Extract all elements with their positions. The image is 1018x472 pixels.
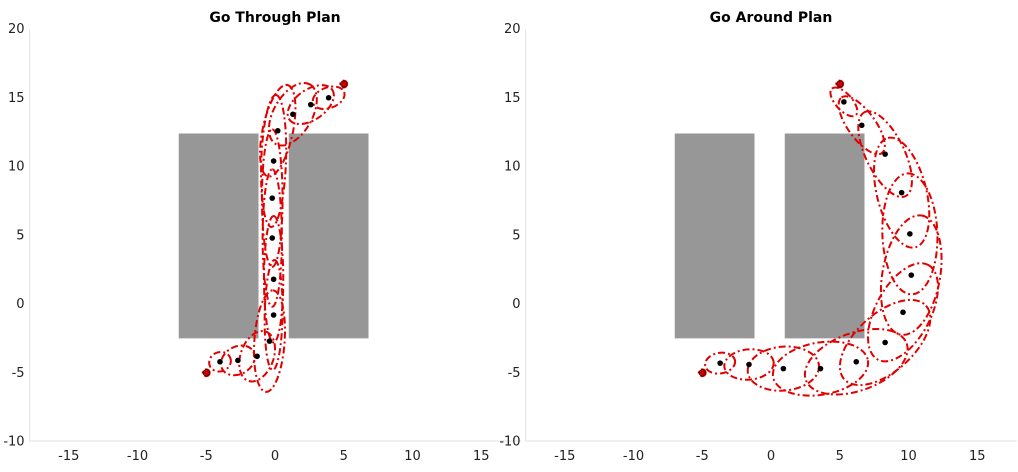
waypoint <box>908 272 915 278</box>
waypoint <box>882 151 888 157</box>
x-tick-label: 10 <box>404 449 421 464</box>
waypoint <box>290 111 296 118</box>
go-around-plan-panel: -10 -5 0 5 10 15 20 -15 -10 -5 0 5 10 15 Go Around Pla… <box>499 10 1018 464</box>
waypoint <box>841 99 847 105</box>
x-tick-label: 15 <box>473 449 490 464</box>
y-tick-label: 15 <box>8 91 25 106</box>
waypoint <box>780 365 787 372</box>
endpoint-marker <box>202 369 210 377</box>
endpoint-marker <box>836 80 844 88</box>
waypoint <box>235 357 241 364</box>
uncertainty-ellipse <box>259 83 297 178</box>
endpoint-marker <box>340 80 348 88</box>
waypoint <box>307 101 314 108</box>
y-tick-label: 15 <box>504 91 521 106</box>
x-tick-label: -10 <box>127 449 148 464</box>
waypoint <box>900 309 906 316</box>
obstacle-rect <box>178 133 259 339</box>
uncertainty-ellipse <box>867 262 939 363</box>
waypoint <box>898 189 905 196</box>
y-tick-label: -5 <box>508 366 521 381</box>
uncertainty-ellipse <box>261 168 283 308</box>
waypoint <box>882 339 888 346</box>
waypoint <box>269 235 276 241</box>
waypoint <box>325 94 332 101</box>
chart-title: Go Around Plan <box>710 10 833 26</box>
uncertainty-ellipse <box>238 330 277 383</box>
x-tick-label: 5 <box>836 449 844 464</box>
x-tick-label: -5 <box>200 449 213 464</box>
uncertainty-ellipse <box>253 289 286 393</box>
waypoint <box>274 127 281 134</box>
y-tick-label: 5 <box>512 228 520 243</box>
waypoint <box>269 195 276 201</box>
uncertainty-ellipse <box>746 345 821 392</box>
uncertainty-ellipse <box>881 172 939 296</box>
x-tick-label: -5 <box>696 449 709 464</box>
y-tick-label: 0 <box>512 297 520 312</box>
uncertainty-ellipse <box>267 81 318 147</box>
endpoint-marker <box>698 369 706 377</box>
waypoint <box>817 365 824 372</box>
uncertainty-ellipse <box>857 110 913 198</box>
waypoint <box>717 360 723 366</box>
x-tick-label: 5 <box>340 449 348 464</box>
x-tick-label: 15 <box>969 449 986 464</box>
x-tick-label: -15 <box>554 449 575 464</box>
waypoint <box>907 231 913 237</box>
waypoint <box>270 312 277 318</box>
y-tick-label: 10 <box>8 160 25 175</box>
x-tick-label: -10 <box>623 449 644 464</box>
uncertainty-ellipse <box>838 298 932 387</box>
waypoint <box>858 122 865 129</box>
uncertainty-ellipse <box>879 214 943 336</box>
y-tick-label: 10 <box>504 160 521 175</box>
x-tick-label: -15 <box>58 449 79 464</box>
go-through-plan-panel: -10 -5 0 5 10 15 20 -15 -10 -5 0 5 10 15 Go Through Pl… <box>3 10 522 464</box>
uncertainty-ellipse <box>704 351 737 375</box>
waypoint <box>746 361 752 368</box>
waypoint <box>254 353 260 360</box>
y-tick-label: -10 <box>3 435 24 450</box>
uncertainty-ellipse <box>286 84 335 126</box>
obstacle-rect <box>288 133 369 339</box>
waypoint <box>270 158 277 164</box>
obstacle-rect <box>674 133 755 339</box>
waypoint <box>217 358 223 365</box>
y-tick-label: -10 <box>499 435 520 450</box>
y-tick-label: 20 <box>8 22 25 37</box>
x-tick-label: 0 <box>767 449 775 464</box>
obstacle-rect <box>784 133 865 339</box>
uncertainty-ellipse <box>771 340 870 397</box>
y-tick-label: 5 <box>16 228 24 243</box>
uncertainty-ellipse <box>803 327 909 396</box>
waypoint <box>266 338 273 344</box>
y-tick-label: 0 <box>16 297 24 312</box>
x-tick-label: 10 <box>900 449 917 464</box>
y-tick-label: -5 <box>12 366 25 381</box>
waypoint <box>853 358 860 365</box>
x-tick-label: 0 <box>271 449 279 464</box>
y-tick-label: 20 <box>504 22 521 37</box>
waypoint <box>270 276 277 283</box>
uncertainty-ellipse <box>829 86 859 118</box>
uncertainty-ellipse <box>723 348 775 381</box>
chart-title: Go Through Plan <box>209 10 340 26</box>
